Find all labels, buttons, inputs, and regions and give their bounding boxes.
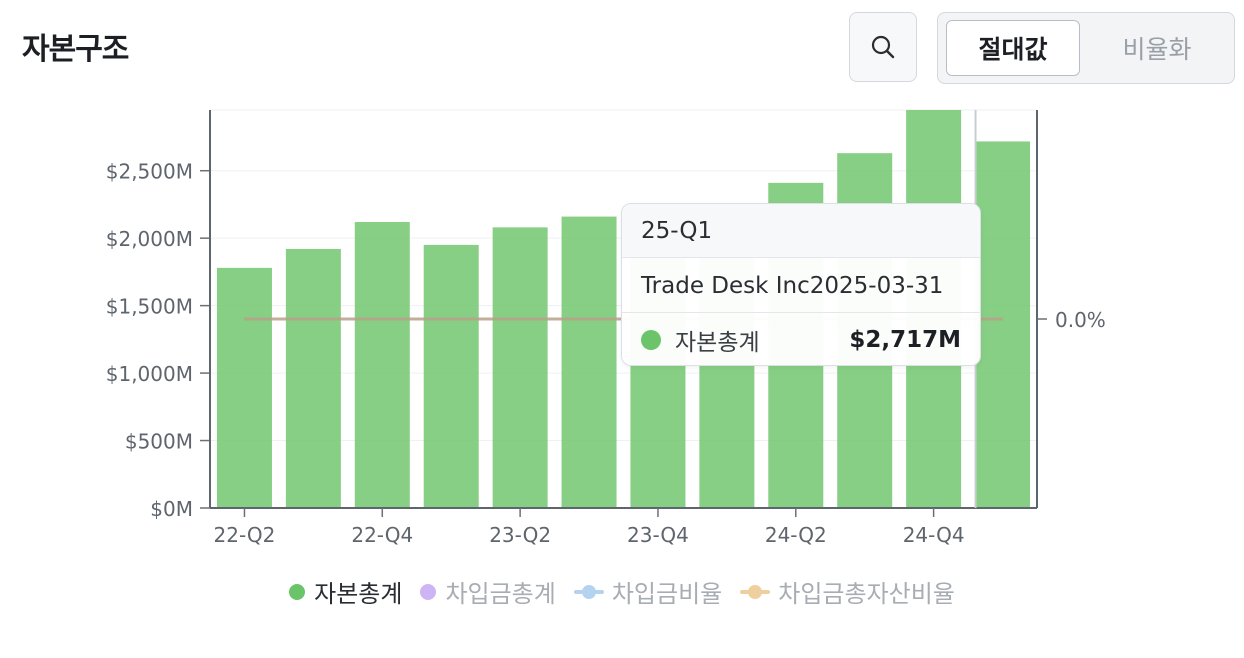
legend-label-borrowings: 차입금총계: [445, 580, 556, 608]
absolute-value-toggle[interactable]: 절대값: [946, 20, 1080, 76]
tooltip-item: 자본총계 $2,717M: [622, 314, 980, 366]
chart-legend: 자본총계 차입금총계 차입금비율 차입금총자산비율: [0, 574, 1244, 609]
legend-item-borrowing-to-assets[interactable]: 차입금총자산비율: [740, 574, 955, 609]
x-tick-label: 24-Q4: [903, 523, 965, 547]
tooltip-subtitle: Trade Desk Inc2025-03-31: [622, 259, 980, 313]
legend-item-borrowings[interactable]: 차입금총계: [420, 574, 556, 609]
bar-22-Q3: [285, 248, 341, 508]
tooltip-series-dot: [641, 330, 661, 350]
legend-label-borrowing-to-assets: 차입금총자산비율: [778, 580, 955, 608]
y-tick-label: $1,500M: [106, 295, 193, 319]
bar-23-Q3: [561, 216, 617, 508]
legend-label-equity: 자본총계: [314, 580, 403, 608]
tooltip-period: 25-Q1: [622, 204, 980, 258]
legend-line-borrowing-to-assets: [740, 584, 771, 600]
chart-tooltip: 25-Q1 Trade Desk Inc2025-03-31 자본총계 $2,7…: [621, 203, 981, 366]
y2-tick-label: 0.0%: [1055, 308, 1106, 332]
y-tick-label: $0M: [150, 497, 193, 521]
legend-label-borrowing-ratio: 차입금비율: [611, 580, 723, 608]
tooltip-series-value: $2,717M: [849, 327, 961, 353]
bar-23-Q2: [492, 227, 548, 508]
bar-25-Q1: [975, 141, 1031, 509]
y-tick-label: $1,000M: [106, 362, 193, 386]
x-tick-label: 23-Q2: [489, 523, 551, 547]
view-mode-toggle: 절대값 비율화: [937, 12, 1235, 84]
bar-22-Q2: [216, 267, 272, 508]
ratio-toggle[interactable]: 비율화: [1122, 35, 1192, 64]
search-icon: [871, 35, 895, 59]
tooltip-series-name: 자본총계: [675, 330, 760, 356]
page-title: 자본구조: [22, 32, 129, 67]
legend-dot-equity: [289, 583, 306, 600]
x-tick-label: 22-Q2: [214, 523, 276, 547]
legend-line-borrowing-ratio: [573, 584, 604, 600]
legend-item-borrowing-ratio[interactable]: 차입금비율: [573, 574, 723, 609]
bar-22-Q4: [354, 221, 410, 508]
legend-item-equity[interactable]: 자본총계: [289, 574, 402, 609]
x-tick-label: 23-Q4: [627, 523, 689, 547]
x-tick-label: 22-Q4: [351, 523, 413, 547]
x-tick-label: 24-Q2: [765, 523, 827, 547]
y-tick-label: $2,000M: [106, 227, 193, 251]
y-tick-label: $2,500M: [106, 160, 193, 184]
bar-23-Q1: [423, 244, 479, 508]
y-tick-label: $500M: [125, 430, 193, 454]
legend-dot-borrowings: [420, 583, 437, 600]
search-button[interactable]: [849, 12, 917, 82]
